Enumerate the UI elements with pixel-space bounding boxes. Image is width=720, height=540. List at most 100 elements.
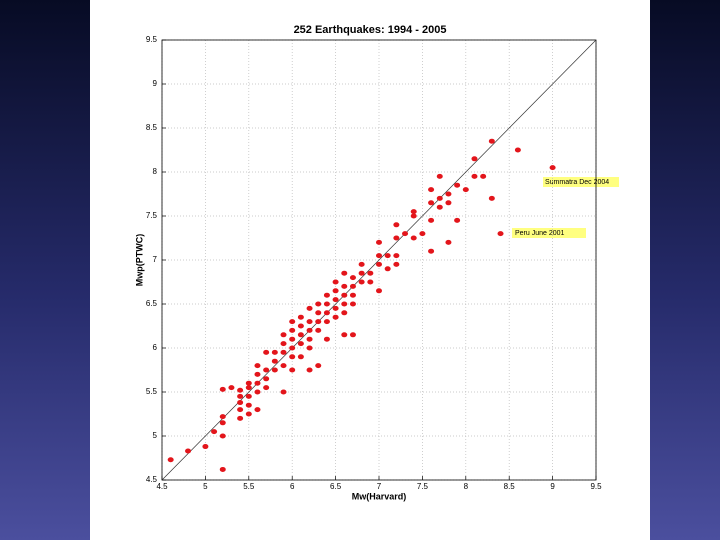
annotation-highlight — [543, 177, 619, 187]
data-point — [237, 407, 244, 413]
data-point — [245, 380, 252, 386]
y-tick-label: 7.5 — [146, 211, 158, 220]
data-point — [263, 367, 270, 373]
x-tick-label: 8 — [464, 482, 469, 491]
data-point — [306, 327, 313, 333]
data-point — [332, 288, 339, 294]
y-tick-label: 9.5 — [146, 35, 158, 44]
data-point — [237, 387, 244, 393]
data-point — [254, 407, 261, 413]
x-tick-label: 7 — [377, 482, 382, 491]
x-tick-label: 6.5 — [330, 482, 342, 491]
data-point — [402, 231, 409, 237]
data-point — [480, 173, 487, 179]
data-point — [384, 266, 391, 272]
data-point — [428, 200, 435, 206]
x-tick-label: 8.5 — [504, 482, 516, 491]
data-point — [428, 248, 435, 254]
data-point — [445, 191, 452, 197]
data-point — [393, 222, 400, 228]
data-point — [323, 336, 330, 342]
y-tick-label: 8 — [153, 167, 158, 176]
data-point — [358, 261, 365, 267]
data-point — [488, 138, 495, 144]
data-point — [211, 429, 218, 435]
data-point — [271, 367, 278, 373]
data-point — [410, 235, 417, 241]
data-point — [410, 209, 417, 215]
x-tick-label: 5 — [203, 482, 208, 491]
data-point — [289, 336, 296, 342]
data-point — [323, 319, 330, 325]
data-point — [254, 371, 261, 377]
data-point — [219, 466, 226, 472]
data-point — [514, 147, 521, 153]
data-point — [367, 279, 374, 285]
chart-title: 252 Earthquakes: 1994 - 2005 — [294, 24, 447, 36]
annotation: Summatra Dec 2004 — [545, 179, 609, 186]
data-point — [454, 217, 461, 223]
data-point — [297, 354, 304, 360]
data-point — [219, 433, 226, 439]
data-point — [341, 270, 348, 276]
data-point — [428, 217, 435, 223]
data-point — [263, 349, 270, 355]
data-point — [376, 288, 382, 294]
data-point — [393, 235, 400, 241]
data-point — [349, 292, 356, 298]
data-point — [410, 213, 417, 219]
data-point — [393, 253, 400, 259]
data-point — [219, 420, 226, 426]
data-point — [471, 173, 478, 179]
data-point — [428, 187, 435, 193]
data-point — [419, 231, 426, 237]
data-point — [315, 310, 322, 316]
data-point — [306, 367, 313, 373]
annotation: Peru June 2001 — [515, 230, 565, 237]
y-tick-label: 6.5 — [146, 299, 158, 308]
y-tick-label: 7 — [153, 255, 158, 264]
data-point — [436, 195, 443, 201]
data-point — [341, 292, 348, 298]
data-point — [289, 354, 296, 360]
data-point — [393, 261, 400, 267]
x-tick-label: 7.5 — [417, 482, 429, 491]
data-point — [263, 385, 270, 391]
data-point — [471, 156, 478, 162]
data-point — [323, 292, 330, 298]
data-point — [323, 310, 330, 316]
data-point — [280, 332, 287, 338]
data-point — [332, 279, 339, 285]
y-axis-label: Mwp(PTWC) — [134, 234, 144, 286]
x-tick-label: 9 — [550, 482, 555, 491]
reference-line — [161, 39, 597, 481]
data-point — [349, 275, 356, 281]
data-point — [332, 314, 339, 320]
data-point — [454, 182, 461, 188]
data-point — [315, 319, 322, 325]
data-point — [280, 349, 287, 355]
data-point — [445, 239, 452, 245]
data-point — [306, 345, 313, 351]
data-point — [306, 305, 313, 311]
data-point — [323, 301, 330, 307]
data-point — [271, 358, 278, 364]
data-point — [271, 349, 278, 355]
data-point — [237, 393, 244, 399]
data-point — [341, 301, 348, 307]
data-point — [202, 444, 209, 450]
data-point — [280, 341, 287, 347]
y-tick-label: 6 — [153, 343, 158, 352]
data-point — [349, 332, 356, 338]
slide-panel — [90, 0, 650, 540]
data-point — [297, 341, 304, 347]
data-point — [376, 253, 382, 259]
data-point — [349, 301, 356, 307]
y-tick-label: 9 — [153, 79, 158, 88]
data-point — [237, 415, 244, 421]
data-point — [436, 204, 443, 210]
data-point — [297, 314, 304, 320]
data-point — [332, 297, 339, 303]
data-point — [167, 457, 174, 463]
data-point — [289, 319, 296, 325]
